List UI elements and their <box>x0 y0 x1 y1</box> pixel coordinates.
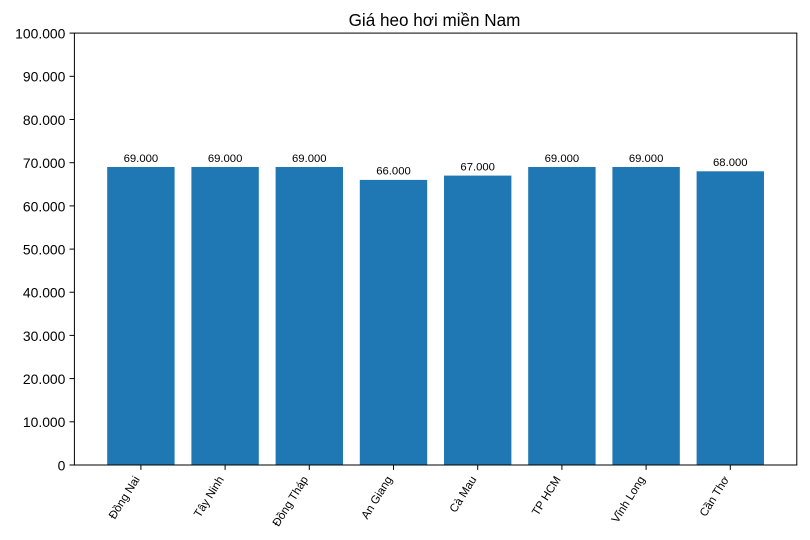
svg-text:Giá heo hơi miền Nam: Giá heo hơi miền Nam <box>349 11 521 30</box>
svg-text:69.000: 69.000 <box>545 153 580 165</box>
svg-text:30.000: 30.000 <box>23 328 66 344</box>
svg-text:10.000: 10.000 <box>23 414 66 430</box>
svg-text:69.000: 69.000 <box>292 153 327 165</box>
svg-text:60.000: 60.000 <box>23 198 66 214</box>
svg-text:69.000: 69.000 <box>629 153 664 165</box>
svg-text:50.000: 50.000 <box>23 242 66 258</box>
svg-text:40.000: 40.000 <box>23 285 66 301</box>
svg-text:67.000: 67.000 <box>460 161 495 173</box>
svg-text:69.000: 69.000 <box>124 153 159 165</box>
svg-text:90.000: 90.000 <box>23 69 66 85</box>
svg-text:70.000: 70.000 <box>23 155 66 171</box>
svg-text:66.000: 66.000 <box>376 166 411 178</box>
svg-text:68.000: 68.000 <box>713 157 748 169</box>
svg-text:69.000: 69.000 <box>208 153 243 165</box>
svg-text:80.000: 80.000 <box>23 112 66 128</box>
svg-text:0: 0 <box>58 457 66 473</box>
svg-text:100.000: 100.000 <box>15 26 65 42</box>
svg-text:20.000: 20.000 <box>23 371 66 387</box>
